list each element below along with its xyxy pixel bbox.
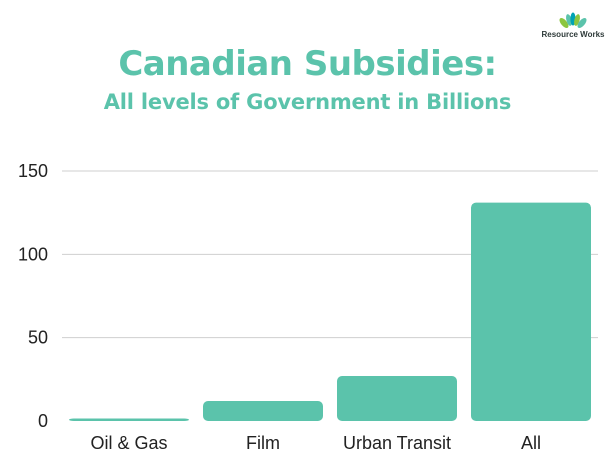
bar-layer [69, 202, 591, 421]
x-category-label: Film [246, 433, 280, 453]
y-tick-label-100: 100 [18, 244, 48, 264]
chart-subtitle: All levels of Government in Billions [103, 90, 512, 114]
logo-text: Resource Works [541, 30, 605, 39]
bar-oil-gas [69, 418, 189, 421]
x-category-label: Oil & Gas [90, 433, 167, 453]
bar-film [203, 401, 323, 421]
label-layer: 0 50 100 150 Oil & Gas Film Urban Transit All [18, 161, 541, 453]
leaf-cluster-icon [559, 12, 587, 28]
y-tick-label-150: 150 [18, 161, 48, 181]
bar-all [471, 202, 591, 421]
bar-urban-transit [337, 376, 457, 421]
resource-works-logo: Resource Works [540, 12, 606, 42]
chart-title: Canadian Subsidies: [118, 44, 497, 84]
x-category-label: All [521, 433, 541, 453]
x-category-label: Urban Transit [343, 433, 451, 453]
y-tick-label-50: 50 [28, 328, 48, 348]
y-tick-label-0: 0 [38, 411, 48, 431]
